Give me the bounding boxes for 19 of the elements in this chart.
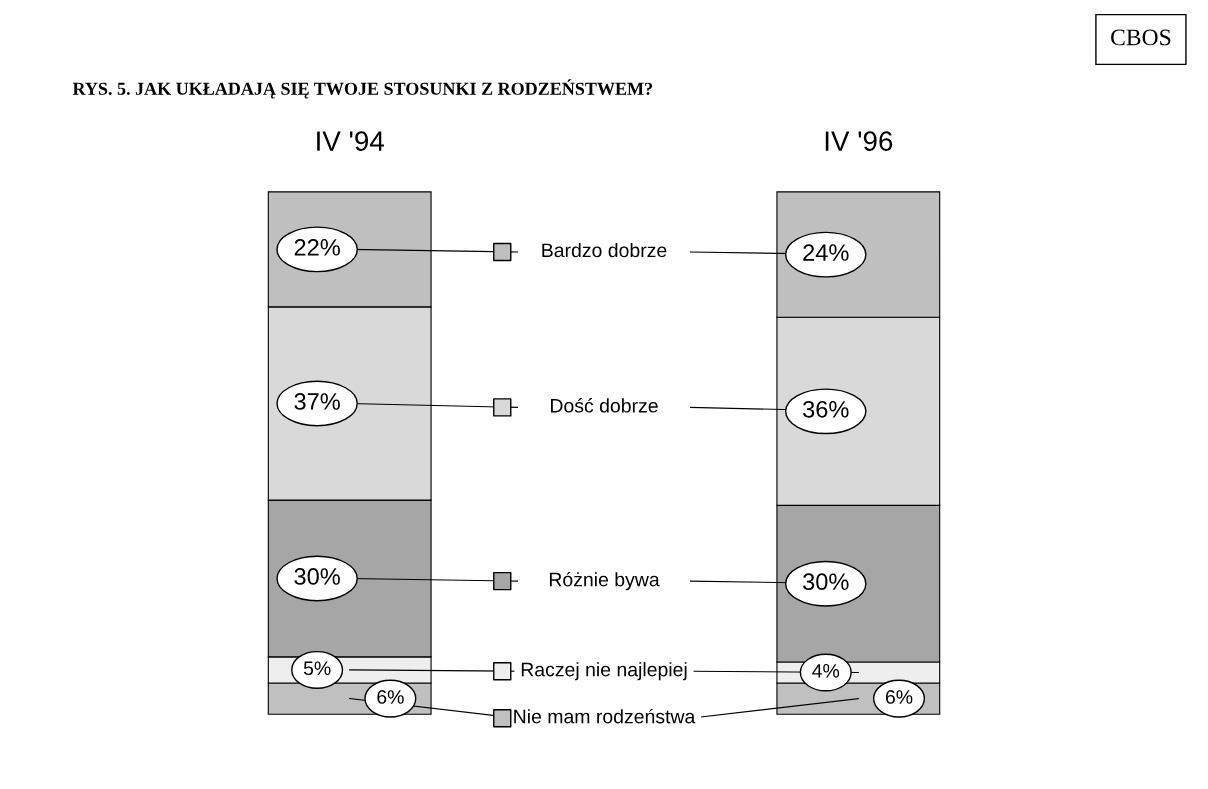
- data-label: 30%: [294, 568, 340, 585]
- data-label: 5%: [303, 661, 331, 676]
- legend-label: Dość dobrze: [551, 398, 658, 413]
- text: CBOS: [1111, 29, 1171, 46]
- x-tick-label: IV '96: [825, 131, 893, 151]
- data-label: 4%: [812, 664, 840, 678]
- data-label: 6%: [377, 690, 404, 704]
- legend-label: Nie mam rodzeństwa: [514, 708, 696, 724]
- legend-label: Różnie bywa: [549, 571, 660, 591]
- data-label: 37%: [294, 393, 340, 410]
- data-label: 22%: [294, 239, 340, 256]
- data-label: 30%: [803, 573, 849, 591]
- legend-label: Bardzo dobrze: [542, 242, 667, 258]
- data-label: 24%: [803, 244, 849, 261]
- data-label: 36%: [803, 400, 849, 418]
- legend-label: Raczej nie najlepiej: [521, 662, 687, 681]
- x-tick-label: IV '94: [317, 131, 384, 151]
- data-label: 6%: [885, 690, 913, 704]
- chart-title: RYS. 5. JAK UKŁADAJĄ SIĘ TWOJE STOSUNKI Z RODZEŃSTWEM?: [72, 79, 653, 99]
